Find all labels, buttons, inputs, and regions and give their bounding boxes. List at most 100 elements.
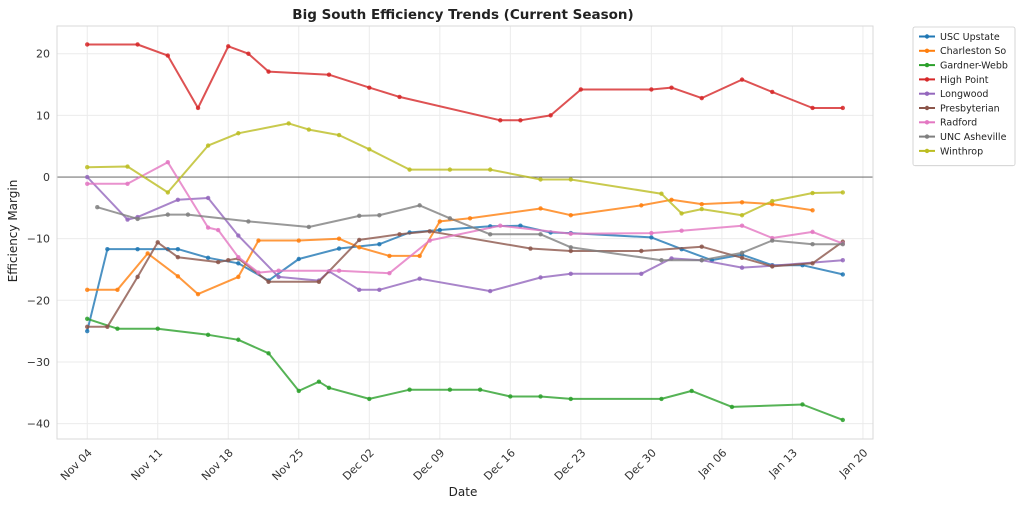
data-point: [367, 147, 372, 152]
data-point: [538, 394, 543, 399]
data-point: [659, 191, 664, 196]
x-tick-label: Jan 20: [836, 446, 870, 480]
data-point: [236, 337, 241, 342]
data-point: [699, 244, 704, 249]
grid-lines: [57, 26, 873, 439]
data-point: [407, 167, 412, 172]
series-line-presbyterian: [87, 230, 844, 328]
data-point: [770, 238, 775, 243]
data-point: [498, 223, 503, 228]
data-point: [639, 248, 644, 254]
data-point: [810, 242, 815, 247]
legend-swatch-marker: [924, 48, 930, 53]
data-point: [236, 131, 241, 136]
x-tick-label: Nov 04: [58, 446, 95, 483]
data-point: [840, 272, 845, 277]
data-point: [226, 258, 231, 263]
data-point: [659, 258, 664, 263]
data-point: [568, 213, 573, 218]
legend-label: High Point: [940, 75, 989, 86]
data-point: [840, 258, 845, 263]
data-point: [226, 44, 231, 49]
data-point: [739, 200, 745, 205]
data-point: [377, 242, 382, 247]
data-point: [125, 164, 130, 169]
data-point: [276, 268, 281, 273]
data-point: [800, 402, 805, 407]
series-charleston-so: [85, 197, 815, 297]
data-point: [316, 279, 322, 285]
x-tick-label: Dec 30: [622, 446, 659, 483]
legend-swatch-marker: [924, 34, 930, 39]
data-point: [568, 231, 573, 236]
data-point: [115, 326, 120, 331]
series-unc-asheville: [95, 203, 845, 263]
legend-swatch-marker: [924, 105, 930, 111]
data-point: [155, 240, 160, 245]
legend-swatch-marker: [924, 120, 930, 125]
data-point: [195, 291, 201, 297]
data-point: [256, 238, 261, 243]
legend-swatch-marker: [924, 62, 930, 68]
data-point: [739, 255, 745, 260]
data-point: [286, 121, 291, 126]
data-point: [679, 211, 684, 216]
data-point: [195, 105, 201, 111]
data-point: [115, 287, 120, 293]
data-point: [487, 167, 493, 172]
data-point: [770, 89, 775, 95]
data-point: [296, 388, 301, 394]
data-point: [669, 85, 674, 90]
data-point: [538, 177, 543, 182]
x-tick-label: Jan 06: [695, 446, 729, 480]
series-line-winthrop: [87, 122, 843, 217]
y-tick-label: 0: [43, 171, 50, 184]
data-point: [840, 105, 845, 111]
data-point: [538, 232, 543, 237]
data-point: [135, 274, 140, 280]
data-point: [326, 385, 332, 391]
series-line-usc-upstate: [86, 224, 844, 332]
data-point: [487, 232, 493, 237]
data-point: [336, 268, 342, 273]
data-point: [437, 219, 443, 224]
data-point: [246, 219, 251, 224]
x-tick-label: Dec 16: [481, 446, 518, 483]
data-point: [387, 253, 392, 259]
data-point: [175, 197, 181, 203]
series-winthrop: [85, 121, 845, 218]
series-lines: [85, 42, 845, 423]
data-point: [447, 387, 453, 392]
data-point: [296, 238, 301, 243]
data-point: [840, 242, 845, 247]
data-point: [236, 274, 241, 280]
legend-item: Longwood: [919, 89, 988, 100]
data-point: [165, 53, 171, 58]
data-point: [306, 127, 312, 132]
data-point: [316, 379, 322, 384]
data-point: [498, 118, 503, 123]
data-point: [699, 201, 704, 207]
data-point: [135, 42, 140, 47]
data-point: [810, 105, 815, 111]
series-gardner-webb: [85, 316, 845, 423]
x-tick-label: Nov 18: [199, 446, 236, 483]
data-point: [155, 326, 160, 331]
data-point: [689, 388, 694, 394]
data-point: [205, 332, 211, 338]
legend-item: Radford: [919, 118, 977, 129]
data-point: [95, 205, 100, 210]
data-point: [397, 94, 402, 100]
data-point: [770, 264, 775, 269]
data-point: [236, 233, 241, 238]
data-point: [85, 164, 90, 170]
data-point: [649, 235, 654, 240]
x-tick-label: Dec 09: [411, 446, 448, 483]
data-point: [417, 276, 422, 281]
data-point: [477, 387, 483, 392]
data-point: [568, 245, 573, 250]
y-tick-label: −40: [27, 418, 50, 431]
series-radford: [85, 160, 845, 276]
legend-item: Presbyterian: [919, 103, 1000, 114]
data-point: [175, 254, 181, 260]
